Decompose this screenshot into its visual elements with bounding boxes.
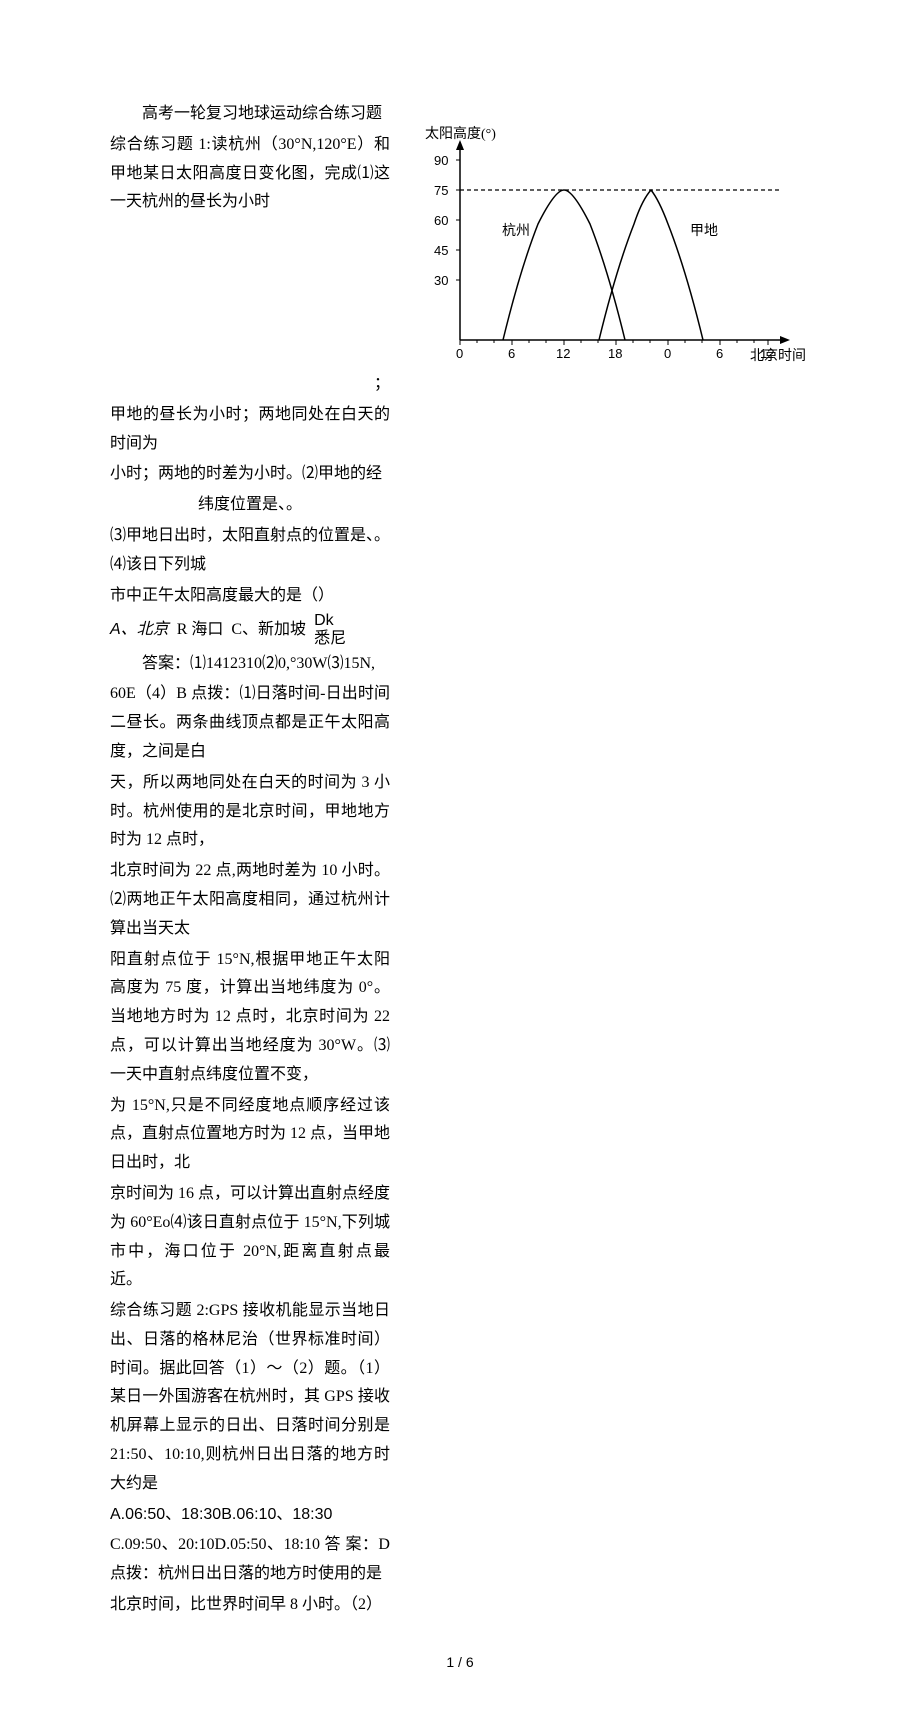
svg-text:6: 6 — [716, 346, 723, 361]
svg-text:60: 60 — [434, 213, 448, 228]
para-2: 小时；两地的时差为小时。⑵甲地的经 — [110, 460, 390, 489]
choice-d-bottom: 悉尼 — [314, 630, 346, 647]
y-ticks: 30 45 60 75 90 — [434, 153, 460, 288]
document-title: 高考一轮复习地球运动综合练习题 — [110, 100, 390, 129]
x-axis-arrow — [780, 336, 790, 344]
x-axis-label: 北京时间 — [750, 348, 806, 364]
para-3: ⑶甲地日出时，太阳直射点的位置是、。⑷该日下列城 — [110, 522, 390, 580]
svg-text:12: 12 — [760, 346, 774, 361]
svg-text:12: 12 — [556, 346, 570, 361]
para-2b: 纬度位置是、。 — [110, 491, 390, 520]
jia-curve — [599, 190, 703, 340]
svg-text:0: 0 — [456, 346, 463, 361]
choice-c: C、新加坡 — [231, 616, 306, 645]
para-8: 北京时间为 22 点,两地时差为 10 小时。⑵两地正午太阳高度相同，通过杭州计… — [110, 857, 390, 943]
svg-text:75: 75 — [434, 183, 448, 198]
choices-row: A、北京 R 海口 C、新加坡 Dk 悉尼 — [110, 612, 390, 647]
para-11: 京时间为 16 点，可以计算出直射点经度为 60°Eo⑷该日直射点位于 15°N… — [110, 1180, 390, 1295]
para-9: 阳直射点位于 15°N,根据甲地正午太阳高度为 75 度，计算出当地纬度为 0°… — [110, 946, 390, 1090]
svg-text:45: 45 — [434, 243, 448, 258]
svg-text:0: 0 — [664, 346, 671, 361]
para-7: 天，所以两地同处在白天的时间为 3 小时。杭州使用的是北京时间，甲地地方时为 1… — [110, 769, 390, 855]
para-14: C.09:50、20:10D.05:50、18:10 答 案：D 点拨：杭州日出… — [110, 1531, 390, 1589]
para-5: 答案：⑴1412310⑵0,°30W⑶15N, — [110, 650, 390, 679]
x-ticks: 0 6 12 18 0 6 12 — [456, 340, 774, 361]
y-axis-label: 太阳高度(°) — [425, 125, 496, 142]
para-12: 综合练习题 2:GPS 接收机能显示当地日出、日落的格林尼治（世界标准时间）时间… — [110, 1297, 390, 1499]
para-1: 甲地的昼长为小时；两地同处在白天的时间为 — [110, 401, 390, 459]
choice-a: A、北京 — [110, 616, 169, 645]
svg-text:30: 30 — [434, 273, 448, 288]
hangzhou-curve — [503, 190, 625, 340]
svg-text:18: 18 — [608, 346, 622, 361]
intro-text: 综合练习题 1:读杭州（30°N,120°E）和甲地某日太阳高度日变化图，完成⑴… — [110, 131, 390, 217]
semicolon-line: ； — [110, 370, 390, 399]
hangzhou-label: 杭州 — [502, 223, 530, 239]
choice-d: Dk 悉尼 — [314, 612, 346, 647]
para-15: 北京时间，比世界时间早 8 小时。（2） — [110, 1591, 390, 1620]
svg-text:6: 6 — [508, 346, 515, 361]
para-4: 市中正午太阳高度最大的是（） — [110, 582, 390, 611]
text-column: 高考一轮复习地球运动综合练习题 综合练习题 1:读杭州（30°N,120°E）和… — [110, 100, 390, 370]
choice-r: R 海口 — [177, 616, 224, 645]
para-13: A.06:50、18:30B.06:10、18:30 — [110, 1501, 390, 1530]
jia-label: 甲地 — [690, 223, 718, 239]
page-number: 1 / 6 — [110, 1650, 810, 1675]
para-6: 60E（4）B 点拨：⑴日落时间-日出时间二昼长。两条曲线顶点都是正午太阳高度，… — [110, 680, 390, 766]
choice-d-top: Dk — [314, 612, 334, 629]
chart-column: 太阳高度(°) 北京时间 30 45 60 75 90 0 6 12 18 — [410, 100, 810, 370]
svg-text:90: 90 — [434, 153, 448, 168]
text-continuation: ； 甲地的昼长为小时；两地同处在白天的时间为 小时；两地的时差为小时。⑵甲地的经… — [110, 370, 390, 1620]
para-10: 为 15°N,只是不同经度地点顺序经过该点，直射点位置地方时为 12 点，当甲地… — [110, 1092, 390, 1178]
sun-altitude-chart: 太阳高度(°) 北京时间 30 45 60 75 90 0 6 12 18 — [410, 120, 810, 370]
